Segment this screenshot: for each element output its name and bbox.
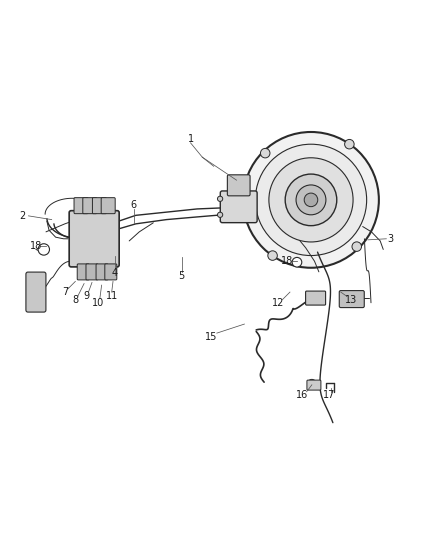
Circle shape	[285, 174, 337, 225]
Circle shape	[304, 193, 318, 207]
Circle shape	[292, 257, 302, 267]
FancyBboxPatch shape	[83, 198, 97, 214]
Circle shape	[255, 144, 367, 255]
FancyBboxPatch shape	[74, 198, 88, 214]
FancyBboxPatch shape	[306, 291, 325, 305]
Text: 5: 5	[179, 271, 185, 281]
FancyBboxPatch shape	[339, 290, 364, 308]
Circle shape	[38, 244, 49, 255]
Text: 3: 3	[388, 234, 394, 244]
Circle shape	[243, 132, 379, 268]
FancyBboxPatch shape	[77, 264, 89, 280]
FancyBboxPatch shape	[105, 264, 117, 280]
Text: 18: 18	[281, 256, 293, 266]
Circle shape	[307, 379, 316, 388]
Text: 8: 8	[72, 295, 78, 304]
Text: 15: 15	[205, 332, 217, 342]
Circle shape	[268, 251, 277, 260]
FancyBboxPatch shape	[92, 198, 106, 214]
Circle shape	[261, 148, 270, 158]
FancyBboxPatch shape	[227, 175, 250, 196]
Text: 16: 16	[296, 391, 308, 400]
Circle shape	[269, 158, 353, 242]
Text: 6: 6	[131, 200, 137, 210]
FancyBboxPatch shape	[307, 380, 321, 390]
Circle shape	[352, 242, 361, 252]
Text: 18: 18	[30, 241, 42, 251]
Text: 7: 7	[62, 287, 68, 297]
Text: 17: 17	[323, 391, 336, 400]
Text: 4: 4	[112, 268, 118, 278]
Text: 11: 11	[106, 291, 118, 301]
FancyBboxPatch shape	[220, 191, 257, 223]
Circle shape	[218, 196, 223, 201]
Circle shape	[345, 140, 354, 149]
Text: 10: 10	[92, 298, 105, 308]
FancyBboxPatch shape	[86, 264, 98, 280]
FancyBboxPatch shape	[26, 272, 46, 312]
Circle shape	[218, 212, 223, 217]
Text: 13: 13	[345, 295, 357, 304]
FancyBboxPatch shape	[69, 211, 119, 267]
Text: 12: 12	[272, 298, 284, 308]
Text: 1: 1	[187, 134, 194, 143]
Circle shape	[296, 185, 326, 215]
FancyBboxPatch shape	[101, 198, 115, 214]
Text: 2: 2	[20, 211, 26, 221]
FancyBboxPatch shape	[96, 264, 108, 280]
Text: 9: 9	[84, 291, 90, 301]
